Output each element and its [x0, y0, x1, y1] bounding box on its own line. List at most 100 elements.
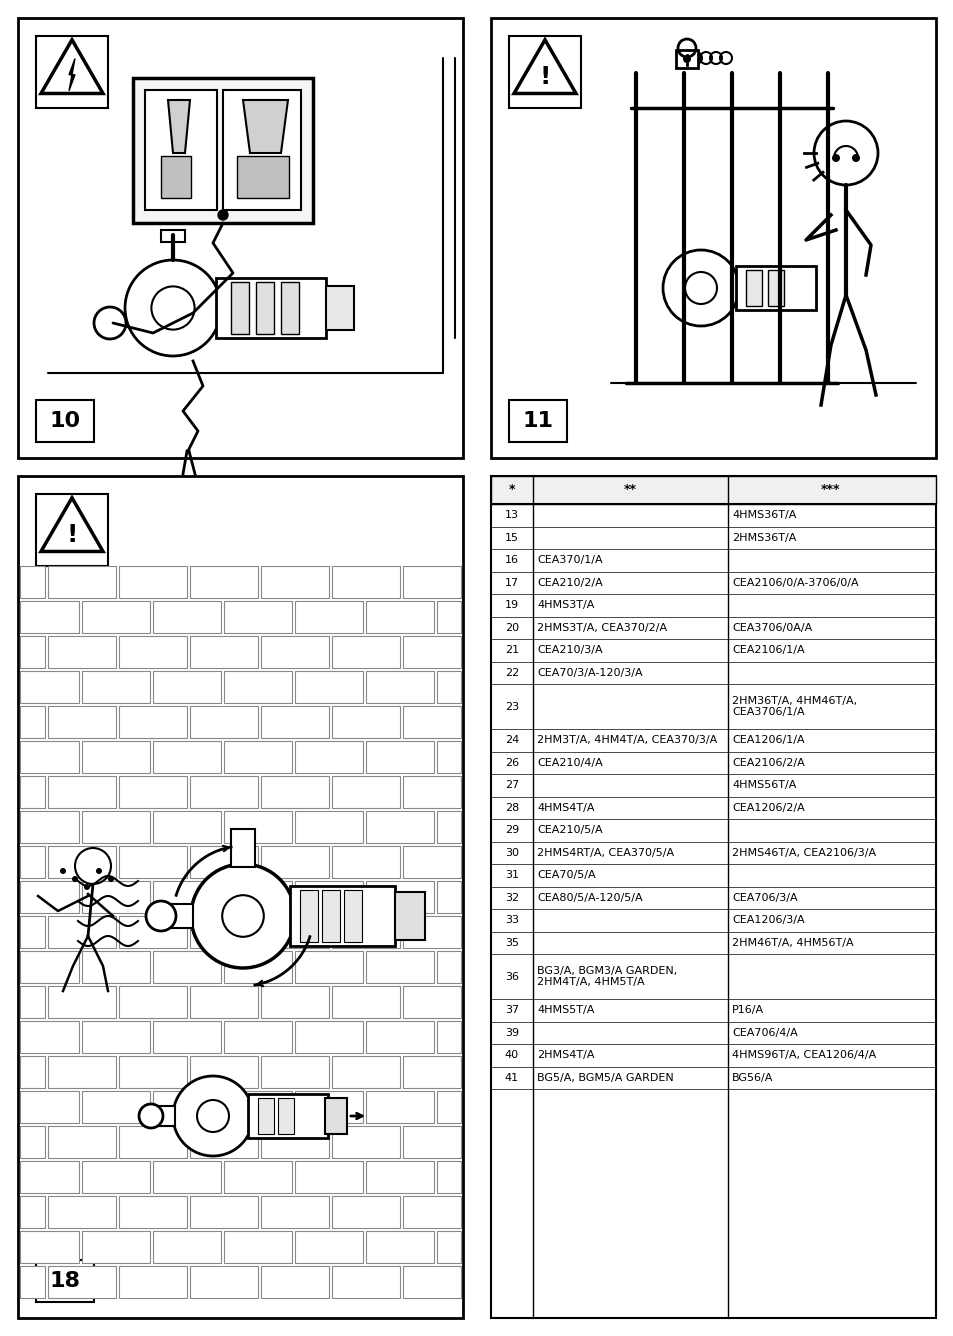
Bar: [82, 1230, 150, 1263]
Bar: [119, 1267, 187, 1299]
Bar: [215, 278, 326, 338]
Bar: [18, 476, 462, 1319]
Bar: [294, 1092, 363, 1124]
Bar: [332, 916, 399, 949]
Text: 10: 10: [50, 411, 80, 432]
Bar: [20, 951, 79, 983]
Bar: [224, 1161, 292, 1193]
Bar: [190, 705, 257, 737]
Bar: [261, 1126, 329, 1158]
Circle shape: [682, 55, 690, 63]
Bar: [436, 1161, 460, 1193]
Bar: [161, 156, 191, 198]
Text: CEA80/5/A-120/5/A: CEA80/5/A-120/5/A: [537, 892, 642, 903]
Text: 17: 17: [504, 577, 518, 588]
Text: CEA210/5/A: CEA210/5/A: [537, 826, 602, 835]
Circle shape: [94, 307, 126, 339]
Bar: [82, 811, 150, 843]
Text: BG5/A, BGM5/A GARDEN: BG5/A, BGM5/A GARDEN: [537, 1073, 673, 1082]
Bar: [48, 916, 116, 949]
Text: 2HMS36T/A: 2HMS36T/A: [731, 533, 796, 542]
Bar: [152, 1092, 221, 1124]
Bar: [20, 671, 79, 703]
Bar: [676, 49, 698, 68]
Text: CEA2106/1/A: CEA2106/1/A: [731, 645, 803, 655]
Text: CEA706/3/A: CEA706/3/A: [731, 892, 797, 903]
Circle shape: [813, 122, 877, 184]
Bar: [294, 1021, 363, 1053]
Bar: [261, 986, 329, 1018]
Bar: [402, 846, 460, 878]
Circle shape: [191, 864, 294, 969]
Bar: [48, 1055, 116, 1088]
Bar: [224, 671, 292, 703]
Bar: [294, 601, 363, 633]
Text: P16/A: P16/A: [731, 1005, 763, 1015]
Bar: [332, 1267, 399, 1299]
Bar: [20, 1126, 45, 1158]
Text: CEA210/2/A: CEA210/2/A: [537, 577, 602, 588]
Bar: [20, 776, 45, 808]
Bar: [151, 1106, 174, 1126]
Bar: [436, 880, 460, 912]
Bar: [20, 636, 45, 668]
Text: 24: 24: [504, 735, 518, 745]
Bar: [152, 880, 221, 912]
Circle shape: [831, 154, 840, 162]
Bar: [261, 636, 329, 668]
Text: 2HM3T/A, 4HM4T/A, CEA370/3/A: 2HM3T/A, 4HM4T/A, CEA370/3/A: [537, 735, 717, 745]
Polygon shape: [243, 100, 288, 154]
Bar: [20, 916, 45, 949]
Bar: [261, 916, 329, 949]
Text: 16: 16: [504, 556, 518, 565]
Text: 2HM46T/A, 4HM56T/A: 2HM46T/A, 4HM56T/A: [731, 938, 853, 947]
Bar: [82, 1161, 150, 1193]
Bar: [290, 886, 395, 946]
Bar: [48, 566, 116, 599]
Bar: [332, 846, 399, 878]
Bar: [152, 1021, 221, 1053]
Bar: [224, 1092, 292, 1124]
Bar: [261, 776, 329, 808]
Bar: [152, 601, 221, 633]
Text: CEA1206/1/A: CEA1206/1/A: [731, 735, 803, 745]
Bar: [224, 880, 292, 912]
Bar: [190, 1196, 257, 1228]
Bar: [402, 1267, 460, 1299]
Bar: [248, 1094, 328, 1138]
Bar: [402, 1196, 460, 1228]
Bar: [20, 846, 45, 878]
Bar: [145, 90, 216, 210]
Bar: [190, 636, 257, 668]
Bar: [152, 741, 221, 774]
Bar: [332, 1126, 399, 1158]
Bar: [436, 811, 460, 843]
Bar: [436, 1092, 460, 1124]
Bar: [436, 601, 460, 633]
Text: CEA2106/0/A-3706/0/A: CEA2106/0/A-3706/0/A: [731, 577, 858, 588]
Bar: [366, 741, 434, 774]
Bar: [190, 776, 257, 808]
Bar: [261, 705, 329, 737]
Bar: [161, 230, 185, 242]
Bar: [20, 1230, 79, 1263]
Text: 30: 30: [504, 848, 518, 858]
Text: 2HMS4T/A: 2HMS4T/A: [537, 1050, 594, 1061]
Bar: [402, 916, 460, 949]
Bar: [402, 1126, 460, 1158]
Bar: [224, 741, 292, 774]
Bar: [48, 846, 116, 878]
Text: 18: 18: [50, 1271, 80, 1291]
Bar: [224, 811, 292, 843]
Bar: [48, 636, 116, 668]
Bar: [152, 951, 221, 983]
Bar: [236, 156, 289, 198]
Bar: [299, 890, 317, 942]
Text: CEA210/4/A: CEA210/4/A: [537, 758, 602, 768]
Text: 27: 27: [504, 780, 518, 791]
Bar: [82, 671, 150, 703]
Text: CEA1206/3/A: CEA1206/3/A: [731, 915, 803, 926]
Bar: [294, 671, 363, 703]
Text: BG56/A: BG56/A: [731, 1073, 773, 1082]
Bar: [36, 36, 108, 108]
